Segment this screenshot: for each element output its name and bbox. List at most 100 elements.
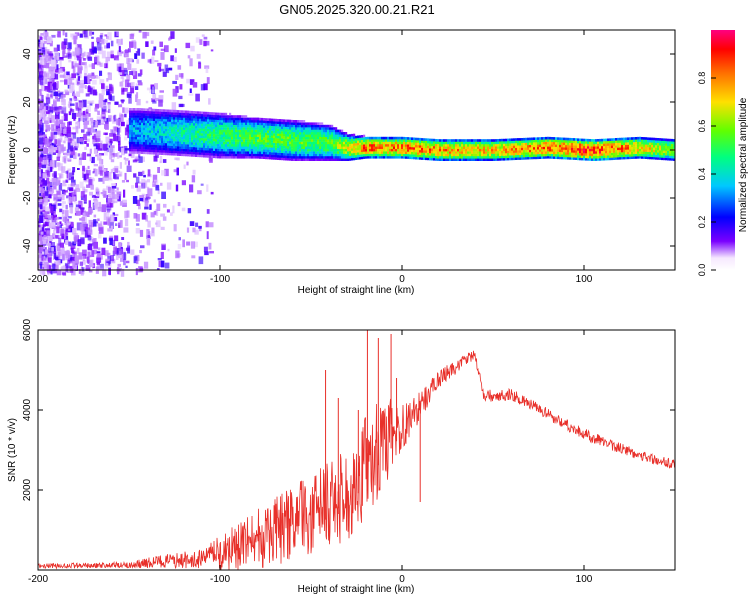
spectrogram-noise-cell — [63, 55, 68, 58]
spectrogram-ridge-cell — [341, 141, 344, 145]
spectrogram-ridge-cell — [315, 151, 318, 154]
spectrogram-ridge-cell — [319, 136, 322, 140]
spectrogram-ridge-cell — [171, 109, 174, 113]
spectrogram-ridge-cell — [519, 147, 522, 151]
spectrogram-ridge-cell — [313, 151, 316, 154]
spectrogram-ridge-cell — [207, 121, 210, 125]
spectrogram-ridge-cell — [317, 158, 320, 161]
spectrogram-ridge-cell — [149, 130, 152, 133]
spectrogram-ridge-cell — [179, 131, 182, 135]
spectrogram-ridge-cell — [349, 153, 352, 156]
spectrogram-noise-cell — [157, 268, 160, 271]
spectrogram-ridge-cell — [193, 115, 196, 119]
spectrogram-noise-cell — [77, 65, 82, 74]
spectrogram-noise-cell — [61, 116, 65, 120]
spectrogram-ridge-cell — [451, 146, 454, 149]
spectrogram-ridge-cell — [283, 119, 286, 122]
spectrogram-noise-cell — [73, 237, 78, 244]
spectrogram-ridge-cell — [263, 134, 266, 138]
spectrogram-ridge-cell — [157, 125, 160, 129]
spectrogram-ridge-cell — [377, 156, 380, 159]
spectrogram-ridge-cell — [613, 157, 616, 160]
spectrogram-noise-cell — [87, 261, 90, 264]
spectrogram-noise-cell — [94, 203, 98, 211]
spectrogram-ridge-cell — [567, 149, 570, 153]
spectrogram-noise-cell — [43, 57, 47, 62]
spectrogram-noise-cell — [53, 74, 59, 80]
spectrogram-ridge-cell — [585, 143, 588, 147]
spectrogram-ridge-cell — [501, 138, 504, 142]
spectrogram-ridge-cell — [445, 144, 448, 147]
spectrogram-ridge-cell — [193, 135, 196, 138]
spectrogram-ridge-cell — [239, 153, 242, 157]
spectrogram-ridge-cell — [605, 141, 608, 144]
spectrogram-noise-cell — [55, 235, 58, 238]
spectrogram-ridge-cell — [223, 144, 226, 147]
spectrogram-noise-cell — [136, 223, 140, 226]
spectrogram-ridge-cell — [295, 120, 298, 123]
spectrogram-ridge-cell — [517, 152, 520, 156]
spectrogram-ridge-cell — [173, 133, 176, 137]
spectrogram-ridge-cell — [185, 115, 188, 118]
spectrogram-ridge-cell — [575, 152, 578, 156]
spectrogram-noise-cell — [52, 147, 58, 151]
spectrogram-ridge-cell — [253, 124, 256, 128]
spectrogram-ridge-cell — [165, 140, 168, 144]
spectrogram-noise-cell — [119, 201, 124, 206]
spectrogram-ridge-cell — [329, 129, 332, 133]
spectrogram-ridge-cell — [215, 112, 218, 116]
spectrogram-ridge-cell — [529, 137, 532, 141]
spectrogram-ridge-cell — [473, 151, 476, 154]
spectrogram-ridge-cell — [163, 130, 166, 134]
spectrogram-ridge-cell — [347, 146, 350, 149]
spectrogram-ridge-cell — [261, 125, 264, 128]
spectrogram-ridge-cell — [229, 153, 232, 157]
spectrogram-ridge-cell — [625, 154, 628, 157]
spectrogram-noise-cell — [160, 182, 163, 186]
spectrogram-ridge-cell — [207, 133, 210, 137]
spectrogram-ridge-cell — [211, 126, 214, 130]
spectrogram-noise-cell — [115, 197, 119, 202]
spectrogram-noise-cell — [190, 45, 195, 52]
spectrogram-noise-cell — [118, 72, 123, 75]
spectrogram-noise-cell — [158, 99, 163, 107]
spectrogram-ridge-cell — [441, 148, 444, 152]
spectrogram-ridge-cell — [179, 146, 182, 149]
spectrogram-ridge-cell — [383, 144, 386, 147]
spectrogram-ridge-cell — [303, 148, 306, 152]
spectrogram-ridge-cell — [149, 139, 152, 143]
spectrogram-ridge-cell — [321, 156, 324, 159]
spectrogram-ridge-cell — [405, 153, 408, 157]
spectrogram-ridge-cell — [263, 146, 266, 150]
spectrogram-noise-cell — [38, 137, 44, 145]
spectrogram-ridge-cell — [333, 153, 336, 157]
spectrogram-ridge-cell — [169, 138, 172, 141]
spectrogram-noise-cell — [38, 247, 41, 253]
spectrogram-noise-cell — [68, 121, 72, 126]
spectrogram-noise-cell — [124, 210, 128, 219]
spectrogram-ridge-cell — [355, 140, 358, 144]
spectrogram-ridge-cell — [259, 153, 262, 157]
spectrogram-ridge-cell — [251, 129, 254, 133]
spectrogram-noise-cell — [39, 215, 44, 223]
spectrogram-ridge-cell — [297, 134, 300, 137]
spectrogram-ridge-cell — [429, 155, 432, 158]
spectrogram-ridge-cell — [459, 158, 462, 161]
spectrogram-ridge-cell — [233, 141, 236, 145]
spectrogram-noise-cell — [39, 261, 43, 266]
spectrogram-ridge-cell — [315, 129, 318, 133]
spectrogram-ridge-cell — [561, 151, 564, 155]
spectrogram-noise-cell — [156, 203, 161, 211]
spectrogram-ridge-cell — [525, 137, 528, 141]
spectrogram-ridge-cell — [287, 155, 290, 159]
spectrogram-ridge-cell — [223, 129, 226, 133]
spectrogram-ridge-cell — [261, 156, 264, 159]
spectrogram-ridge-cell — [221, 139, 224, 142]
spectrogram-ridge-cell — [245, 151, 248, 154]
spectrogram-noise-cell — [67, 42, 72, 50]
spectrogram-ridge-cell — [467, 156, 470, 159]
spectrogram-noise-cell — [160, 52, 165, 60]
spectrogram-ridge-cell — [531, 151, 534, 155]
spectrogram-ridge-cell — [271, 149, 274, 153]
spectrogram-noise-cell — [167, 248, 170, 252]
